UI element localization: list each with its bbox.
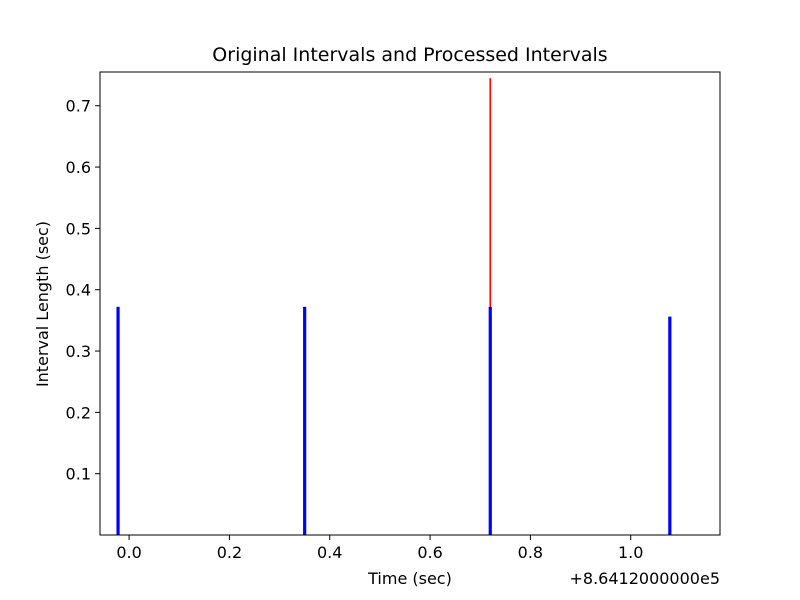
series-1	[116, 306, 672, 535]
x-tick-label: 0.6	[417, 543, 442, 562]
chart-marks	[116, 78, 672, 535]
y-tick-label: 0.3	[66, 342, 91, 361]
x-tick-label: 0.2	[217, 543, 242, 562]
x-axis-offset-label: +8.6412000000e5	[570, 569, 721, 588]
x-tick-label: 1.0	[618, 543, 643, 562]
x-tick-label: 0.8	[518, 543, 543, 562]
y-tick-label: 0.2	[66, 403, 91, 422]
x-axis: 0.0 0.2 0.4 0.6 0.8 1.0	[116, 535, 643, 562]
x-tick-label: 0.0	[116, 543, 141, 562]
x-tick-label: 0.4	[317, 543, 342, 562]
y-axis: 0.1 0.2 0.3 0.4 0.5 0.6 0.7	[66, 97, 100, 484]
y-tick-label: 0.4	[66, 281, 91, 300]
y-tick-label: 0.5	[66, 219, 91, 238]
y-axis-title: Interval Length (sec)	[33, 221, 52, 387]
y-tick-label: 0.1	[66, 465, 91, 484]
plot-frame	[99, 71, 721, 536]
y-tick-label: 0.6	[66, 158, 91, 177]
x-axis-title: Time (sec)	[367, 569, 452, 588]
y-tick-label: 0.7	[66, 97, 91, 116]
chart-title: Original Intervals and Processed Interva…	[212, 44, 607, 66]
